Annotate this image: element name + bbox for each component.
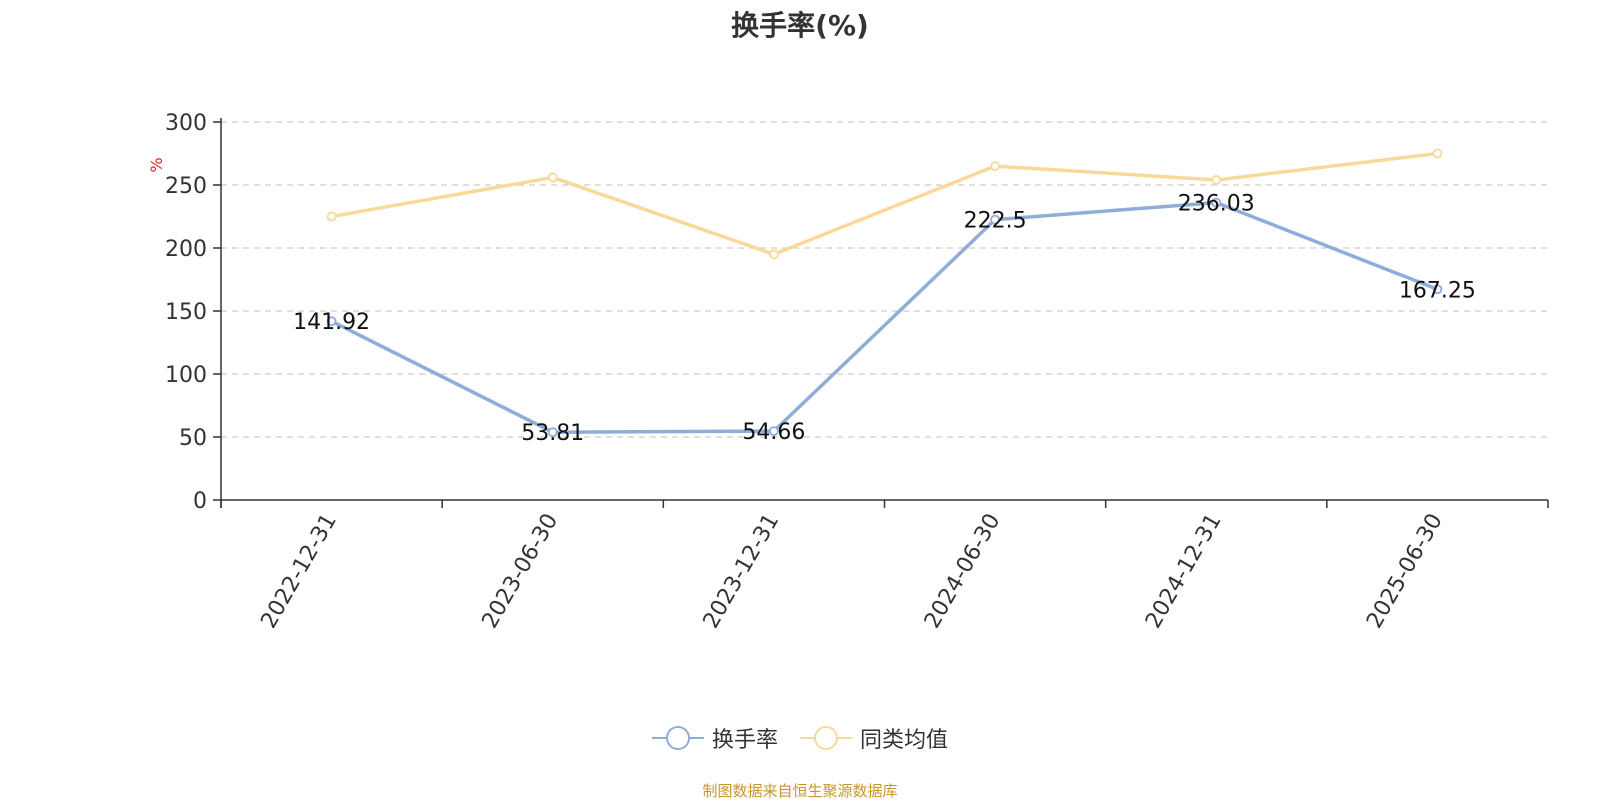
- series-1-point-0: [326, 211, 337, 222]
- x-tick-label-2022-12-31: 2022-12-31: [256, 510, 342, 633]
- x-tick-label-2024-06-30: 2024-06-30: [920, 509, 1006, 632]
- y-tick-label-150: 150: [165, 300, 207, 325]
- x-tick-label-2023-12-31: 2023-12-31: [699, 510, 785, 633]
- series-1-point-5: [1432, 148, 1443, 159]
- series-1-point-3: [990, 161, 1000, 172]
- y-tick-label-250: 250: [165, 174, 207, 199]
- y-tick-label-50: 50: [179, 426, 207, 451]
- legend-marker-peer-average-icon: [800, 726, 852, 750]
- data-label-3: 222.5: [964, 209, 1027, 234]
- series-line-1: [331, 151, 1438, 257]
- series-line-0: [330, 200, 1439, 434]
- legend: 换手率 同类均值: [0, 722, 1600, 754]
- series-0-point-1: [547, 427, 558, 438]
- data-label-1: 53.81: [521, 421, 584, 446]
- data-label-2: 54.66: [742, 420, 805, 445]
- x-tick-label-2025-06-30: 2025-06-30: [1362, 510, 1448, 633]
- y-axis-unit-label: %: [147, 157, 166, 172]
- legend-item-turnover[interactable]: 换手率: [651, 722, 778, 754]
- legend-marker-turnover-icon: [651, 726, 704, 750]
- series-1-point-2: [769, 249, 779, 260]
- series-0-point-0: [326, 316, 337, 327]
- legend-label-turnover: 换手率: [711, 728, 778, 753]
- y-tick-label-0: 0: [193, 489, 207, 514]
- series-1-point-1: [547, 172, 558, 183]
- x-tick-label-2023-06-30: 2023-06-30: [478, 510, 564, 633]
- source-footnote: 制图数据来自恒生聚源数据库: [702, 782, 898, 800]
- series-0-point-2: [769, 426, 779, 437]
- series-1-point-4: [1211, 175, 1222, 185]
- series-0-point-3: [990, 214, 1000, 225]
- legend-label-peer-average: 同类均值: [860, 728, 949, 753]
- data-label-4: 236.03: [1178, 192, 1255, 217]
- data-label-5: 167.25: [1399, 278, 1476, 303]
- legend-item-peer-average[interactable]: 同类均值: [800, 722, 948, 754]
- y-tick-label-100: 100: [165, 363, 207, 388]
- y-tick-label-200: 200: [165, 237, 207, 262]
- x-tick-label-2024-12-31: 2024-12-31: [1141, 510, 1227, 633]
- y-tick-label-300: 300: [165, 111, 207, 136]
- series-0-point-4: [1211, 197, 1222, 208]
- chart-title: 换手率(%): [731, 9, 869, 42]
- series-0-point-5: [1432, 284, 1443, 295]
- data-label-0: 141.92: [293, 310, 370, 335]
